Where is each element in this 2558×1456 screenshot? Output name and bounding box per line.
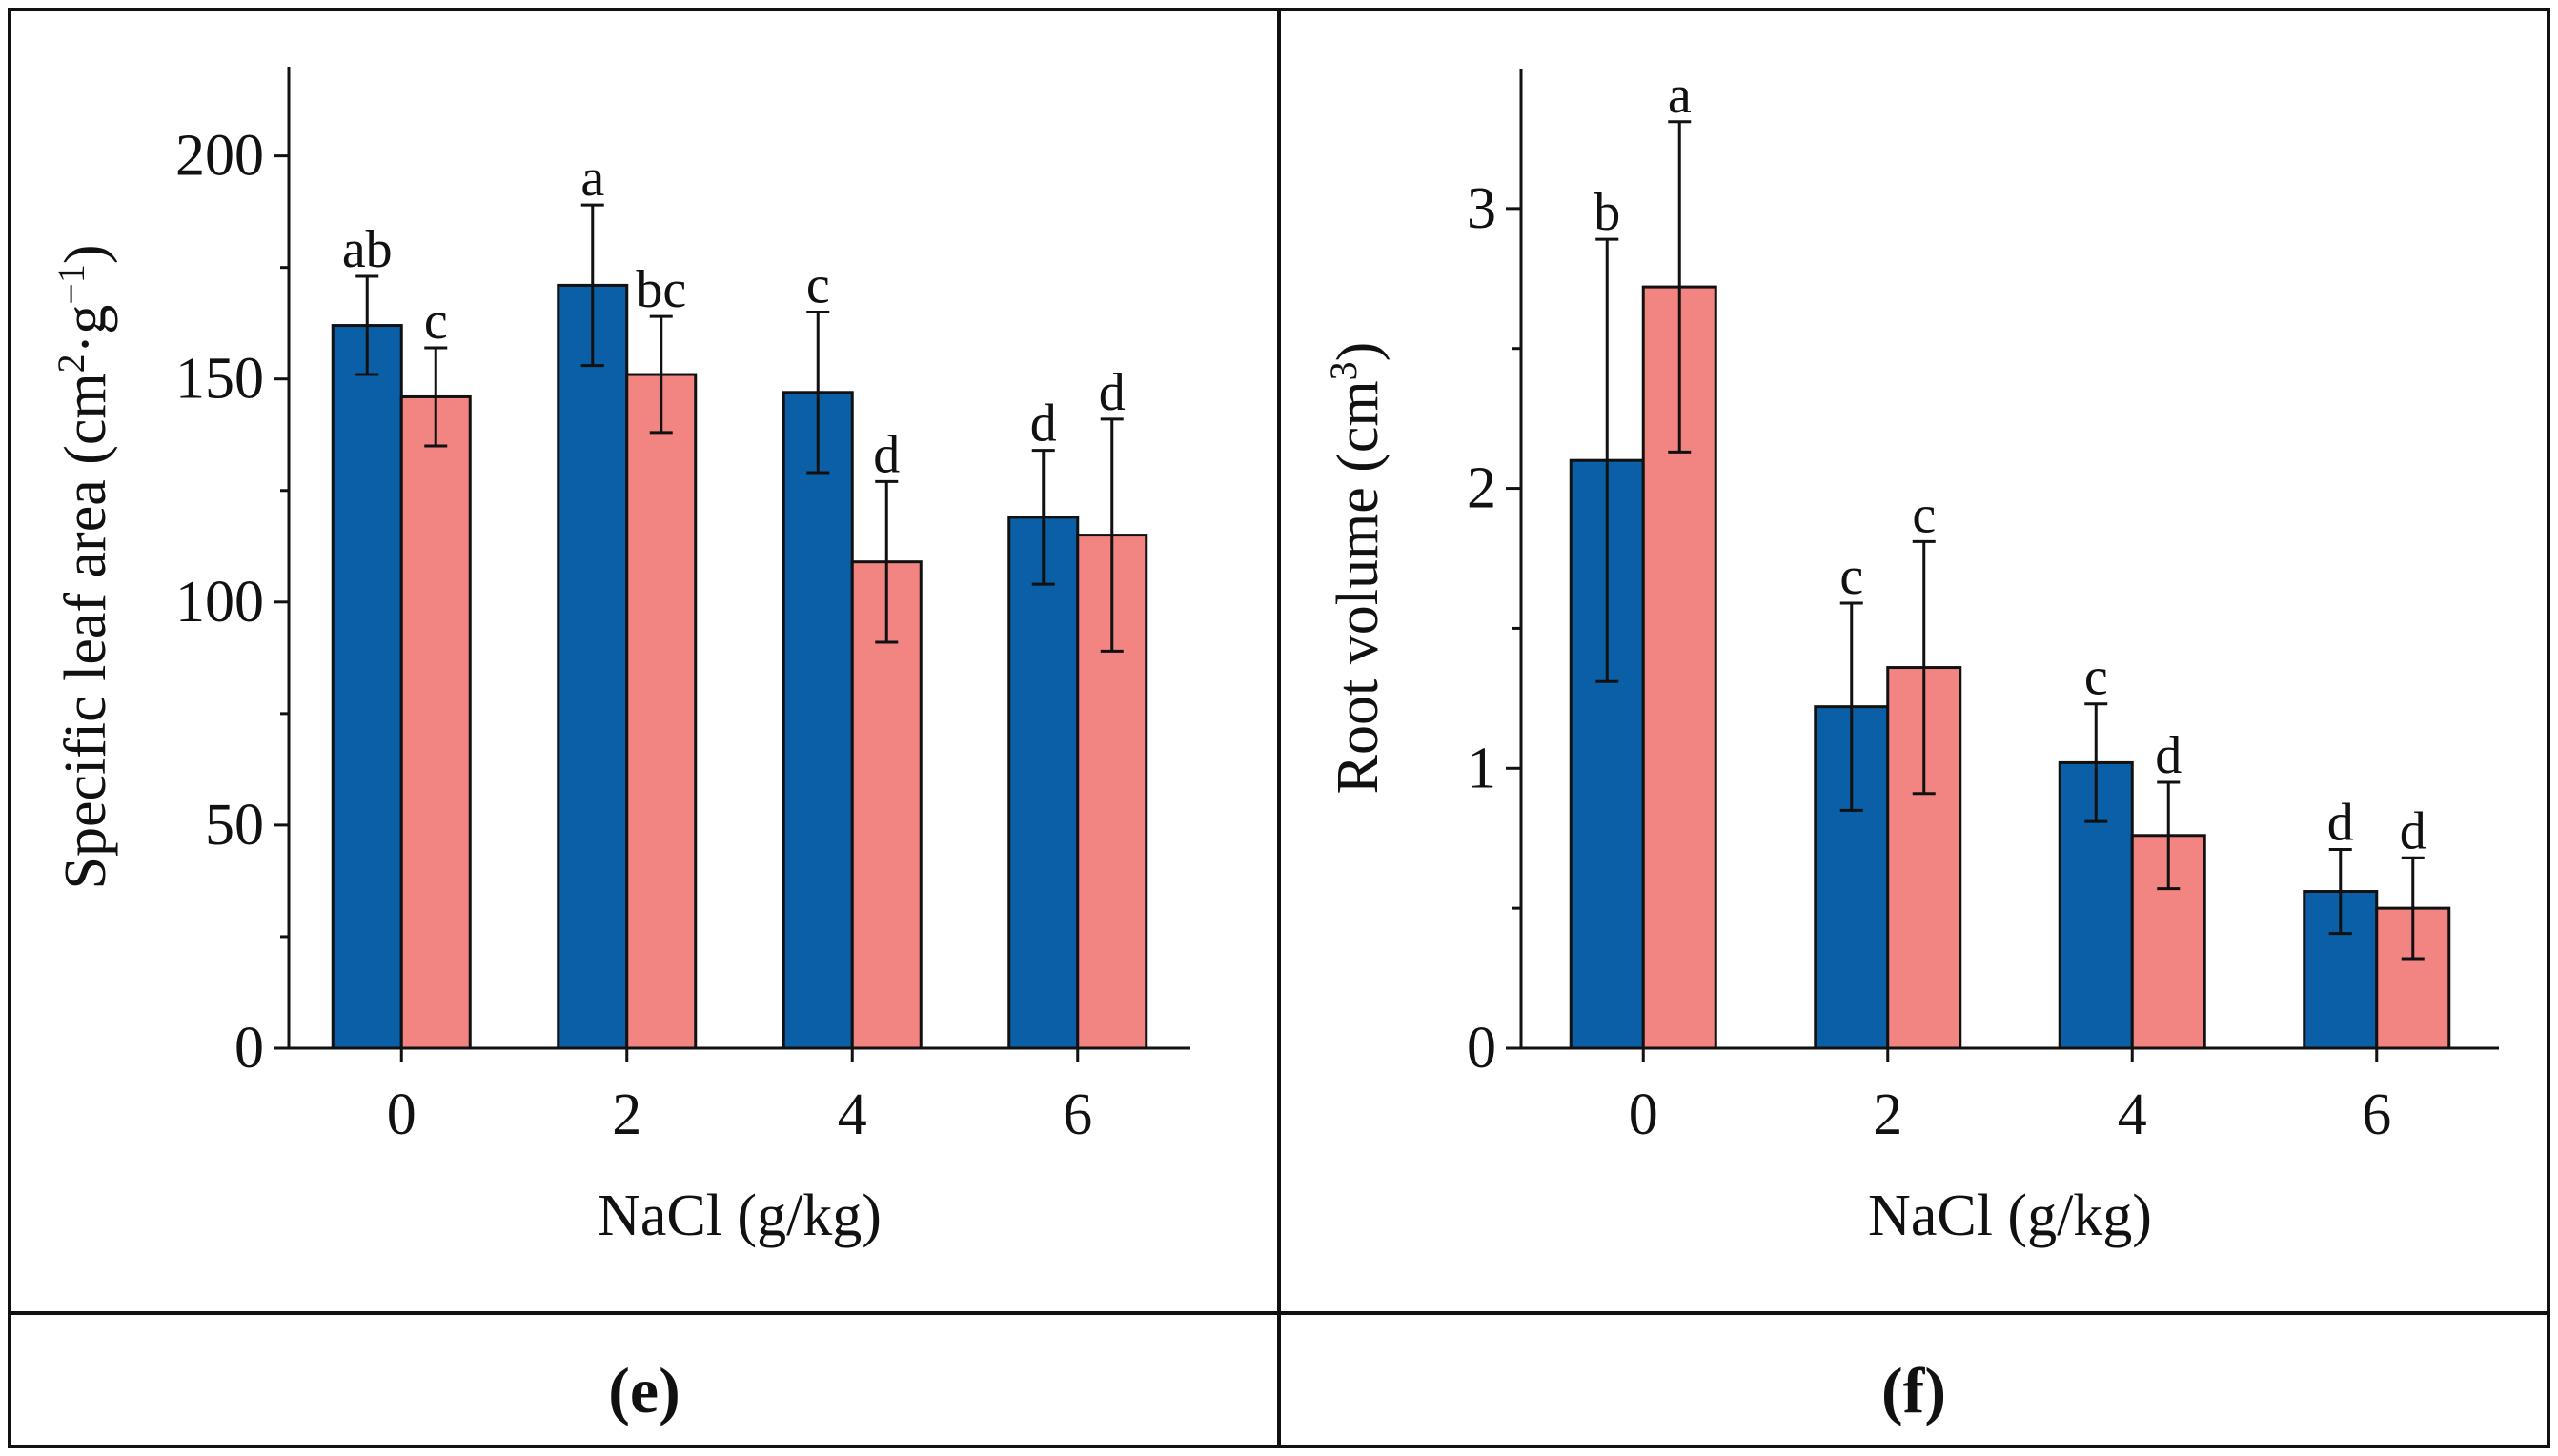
- bar-series-blue-2: [557, 283, 629, 1050]
- x-tick-label-6: 6: [2362, 1082, 2391, 1147]
- y-axis-title-suffix: ): [53, 244, 118, 264]
- y-axis-title-middle: ·g: [53, 305, 118, 354]
- significance-label-series-blue-0: b: [1594, 183, 1620, 242]
- y-tick-label-2: 2: [1467, 456, 1496, 521]
- bar-series-pink-2: [625, 373, 698, 1050]
- y-tick-label-100: 100: [175, 570, 264, 635]
- panel-label-e: (e): [608, 1354, 680, 1426]
- y-axis-title: Root volume (cm3): [1322, 342, 1391, 795]
- y-tick-label-0: 0: [234, 1016, 264, 1081]
- significance-label-series-blue-6: d: [1030, 394, 1057, 454]
- x-tick-label-4: 4: [2118, 1082, 2147, 1147]
- significance-label-series-blue-0: ab: [342, 220, 393, 279]
- significance-label-series-pink-2: c: [1912, 485, 1936, 544]
- x-tick-label-2: 2: [612, 1082, 641, 1147]
- y-tick-label-150: 150: [175, 347, 264, 412]
- x-tick-label-6: 6: [1063, 1082, 1092, 1147]
- significance-label-series-pink-0: a: [1668, 66, 1692, 125]
- x-axis-title: NaCl (g/kg): [598, 1183, 882, 1248]
- significance-label-series-blue-2: c: [1839, 547, 1863, 606]
- x-axis-title: NaCl (g/kg): [1868, 1183, 2152, 1248]
- y-tick-label-1: 1: [1467, 736, 1496, 800]
- x-tick-label-0: 0: [387, 1082, 416, 1147]
- y-axis-title-sup2: −1: [50, 264, 92, 305]
- significance-label-series-pink-0: c: [424, 292, 448, 351]
- y-tick-label-200: 200: [175, 124, 264, 189]
- significance-label-series-pink-2: bc: [636, 260, 686, 319]
- y-axis-title-prefix: Specific leaf area (cm: [53, 373, 118, 889]
- bar-series-pink-0: [399, 394, 472, 1050]
- panel-label-f: (f): [1881, 1354, 1946, 1426]
- significance-label-series-pink-4: d: [2155, 726, 2182, 785]
- x-tick-label-4: 4: [838, 1082, 867, 1147]
- bar-series-blue-4: [782, 391, 854, 1050]
- significance-label-series-blue-2: a: [580, 149, 604, 208]
- y-axis-title-suffix: ): [1326, 342, 1391, 362]
- y-axis-title: Specific leaf area (cm2·g−1): [50, 244, 119, 889]
- significance-label-series-pink-6: d: [2400, 801, 2426, 860]
- y-tick-label-0: 0: [1467, 1016, 1496, 1081]
- significance-label-series-pink-4: d: [873, 425, 900, 484]
- x-tick-label-0: 0: [1629, 1082, 1658, 1147]
- x-tick-label-2: 2: [1873, 1082, 1902, 1147]
- y-axis-title-sup1: 3: [1322, 361, 1365, 380]
- significance-label-series-pink-6: d: [1099, 363, 1126, 422]
- bar-series-blue-6: [1007, 516, 1080, 1050]
- y-tick-label-3: 3: [1467, 176, 1496, 241]
- y-axis-title-prefix: Root volume (cm: [1326, 380, 1391, 794]
- bar-series-blue-0: [331, 324, 403, 1050]
- significance-label-series-blue-4: c: [806, 256, 830, 315]
- significance-label-series-blue-4: c: [2084, 648, 2108, 707]
- y-tick-label-50: 50: [205, 793, 264, 858]
- significance-label-series-blue-6: d: [2327, 793, 2354, 852]
- y-axis-title-sup1: 2: [50, 354, 92, 373]
